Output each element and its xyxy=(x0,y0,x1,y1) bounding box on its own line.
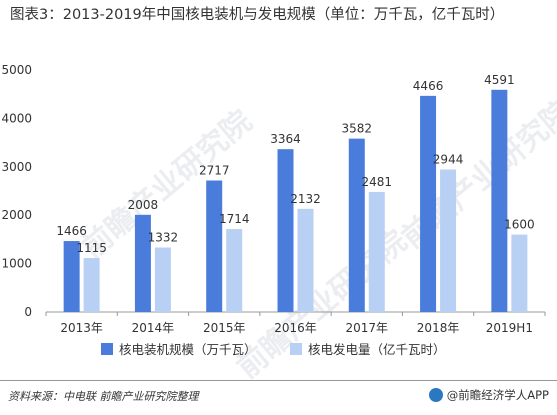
y-tick-label: 4000 xyxy=(1,111,32,125)
data-label: 1332 xyxy=(148,231,179,245)
bar-generation xyxy=(440,169,457,312)
data-label: 1466 xyxy=(56,224,87,238)
y-tick-label: 3000 xyxy=(1,160,32,174)
y-tick-label: 2000 xyxy=(1,208,32,222)
bar-generation xyxy=(297,208,314,312)
brand-logo-icon xyxy=(428,388,443,402)
bar-capacity xyxy=(206,180,223,312)
brand-mark: @前瞻经济学人APP xyxy=(428,387,549,403)
x-tick-label: 2013年 xyxy=(60,321,103,335)
bar-capacity xyxy=(134,214,151,312)
bar-capacity xyxy=(348,138,365,312)
bar-generation xyxy=(226,229,243,312)
chart-title: 图表3：2013-2019年中国核电装机与发电规模（单位：万千瓦，亿千瓦时） xyxy=(10,7,505,23)
data-label: 2944 xyxy=(433,153,464,167)
bar-capacity xyxy=(63,241,80,312)
x-tick-label: 2019H1 xyxy=(486,321,533,335)
footer-divider xyxy=(0,380,557,381)
bar-generation xyxy=(154,247,171,312)
data-label: 2008 xyxy=(128,198,159,212)
bar-generation xyxy=(83,258,100,312)
data-label: 2132 xyxy=(290,192,321,206)
y-tick-label: 0 xyxy=(24,305,32,319)
data-label: 2717 xyxy=(199,163,230,177)
x-tick-label: 2014年 xyxy=(132,321,175,335)
data-label: 3582 xyxy=(342,122,373,136)
bar-generation xyxy=(511,234,528,312)
bar-capacity xyxy=(420,95,437,312)
x-tick-label: 2018年 xyxy=(417,321,460,335)
data-label: 1115 xyxy=(76,241,107,255)
x-tick-label: 2015年 xyxy=(203,321,246,335)
data-label: 4591 xyxy=(484,73,515,87)
bar-chart: 0 1000 2000 3000 4000 5000 1466 1115 2013年 2008 13… xyxy=(1,63,546,357)
y-tick-label: 5000 xyxy=(1,63,32,77)
source-note: 资料来源：中电联 前瞻产业研究院整理 xyxy=(8,390,199,403)
data-label: 1600 xyxy=(504,218,535,232)
legend-label: 核电发电量（亿千瓦时） xyxy=(308,342,446,357)
legend-swatch xyxy=(290,343,302,355)
bar-generation xyxy=(368,191,385,312)
data-label: 4466 xyxy=(413,79,444,93)
data-label: 1714 xyxy=(219,212,250,226)
y-tick-label: 1000 xyxy=(1,257,32,271)
legend-swatch xyxy=(101,343,113,355)
data-label: 2481 xyxy=(362,175,393,189)
legend-label: 核电装机规模（万千瓦） xyxy=(119,342,257,357)
brand-text: @前瞻经济学人APP xyxy=(446,388,549,402)
bar-capacity xyxy=(277,149,294,312)
x-tick-label: 2016年 xyxy=(274,321,317,335)
x-tick-label: 2017年 xyxy=(346,321,389,335)
data-label: 3364 xyxy=(270,132,301,146)
bar-capacity xyxy=(491,89,508,313)
